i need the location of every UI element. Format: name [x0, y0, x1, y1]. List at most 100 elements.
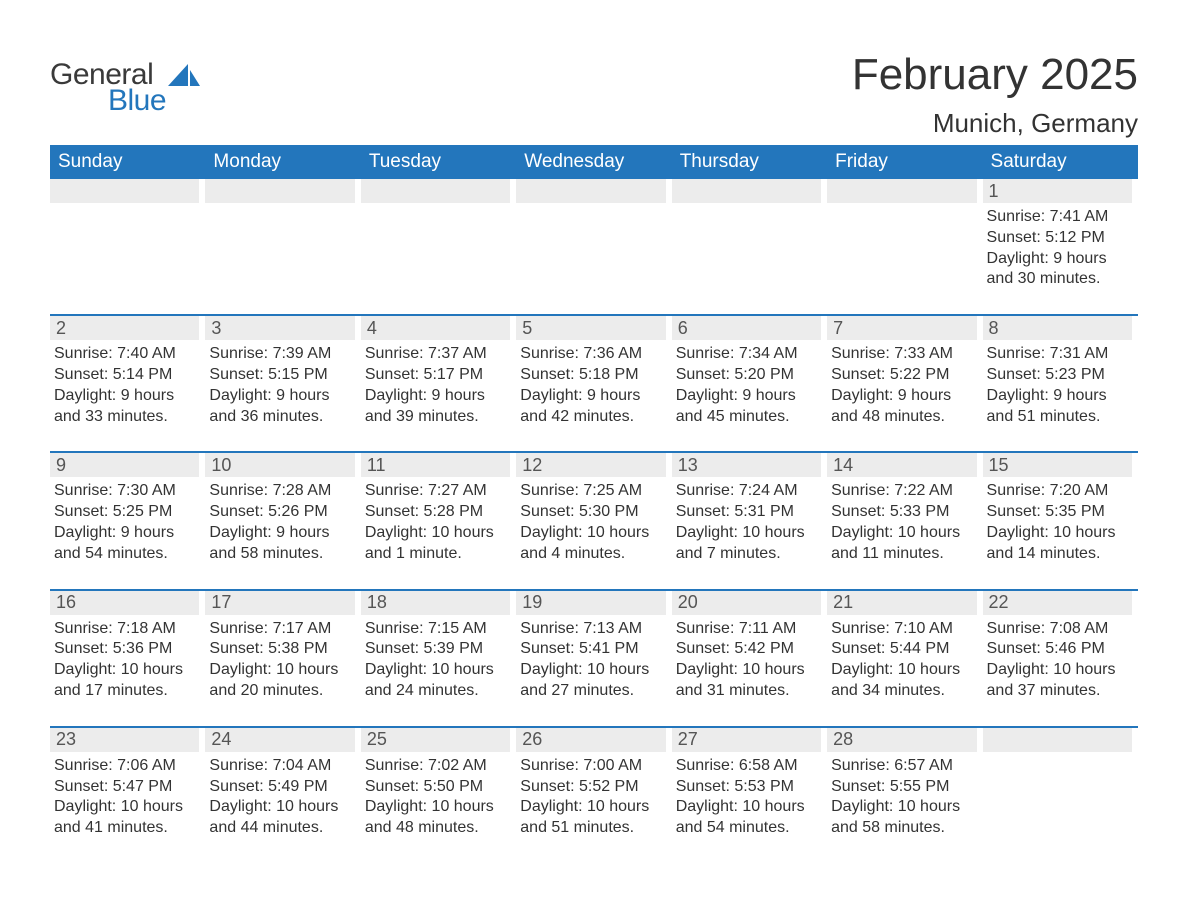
- day-body: Sunrise: 7:15 AMSunset: 5:39 PMDaylight:…: [361, 615, 510, 702]
- daylight-line: Daylight: 10 hours and 37 minutes.: [987, 660, 1128, 702]
- daylight-line: Daylight: 10 hours and 24 minutes.: [365, 660, 506, 702]
- sail-icon: [168, 64, 200, 95]
- day-body: Sunrise: 7:18 AMSunset: 5:36 PMDaylight:…: [50, 615, 199, 702]
- day-number: [672, 179, 821, 203]
- daylight-line: Daylight: 10 hours and 1 minute.: [365, 523, 506, 565]
- sunset-line: Sunset: 5:52 PM: [520, 777, 661, 798]
- sunrise-line: Sunrise: 7:06 AM: [54, 756, 195, 777]
- sunset-line: Sunset: 5:49 PM: [209, 777, 350, 798]
- day-body: Sunrise: 7:41 AMSunset: 5:12 PMDaylight:…: [983, 203, 1132, 290]
- location-label: Munich, Germany: [852, 108, 1138, 139]
- sunset-line: Sunset: 5:35 PM: [987, 502, 1128, 523]
- day-cell: 20Sunrise: 7:11 AMSunset: 5:42 PMDayligh…: [672, 591, 827, 702]
- month-title: February 2025: [852, 50, 1138, 100]
- day-body: Sunrise: 6:58 AMSunset: 5:53 PMDaylight:…: [672, 752, 821, 839]
- sunrise-line: Sunrise: 7:15 AM: [365, 619, 506, 640]
- day-body: Sunrise: 7:33 AMSunset: 5:22 PMDaylight:…: [827, 340, 976, 427]
- day-number: [516, 179, 665, 203]
- day-body: Sunrise: 7:11 AMSunset: 5:42 PMDaylight:…: [672, 615, 821, 702]
- day-cell: 11Sunrise: 7:27 AMSunset: 5:28 PMDayligh…: [361, 453, 516, 564]
- daylight-line: Daylight: 9 hours and 33 minutes.: [54, 386, 195, 428]
- day-body: Sunrise: 7:39 AMSunset: 5:15 PMDaylight:…: [205, 340, 354, 427]
- sunset-line: Sunset: 5:50 PM: [365, 777, 506, 798]
- daylight-line: Daylight: 10 hours and 34 minutes.: [831, 660, 972, 702]
- daylight-line: Daylight: 9 hours and 36 minutes.: [209, 386, 350, 428]
- day-cell: 28Sunrise: 6:57 AMSunset: 5:55 PMDayligh…: [827, 728, 982, 839]
- day-body: Sunrise: 7:06 AMSunset: 5:47 PMDaylight:…: [50, 752, 199, 839]
- day-number: 8: [983, 316, 1132, 340]
- day-number: 1: [983, 179, 1132, 203]
- day-number: 25: [361, 728, 510, 752]
- day-number: 17: [205, 591, 354, 615]
- sunset-line: Sunset: 5:28 PM: [365, 502, 506, 523]
- daylight-line: Daylight: 9 hours and 54 minutes.: [54, 523, 195, 565]
- day-number: 5: [516, 316, 665, 340]
- day-cell: 9Sunrise: 7:30 AMSunset: 5:25 PMDaylight…: [50, 453, 205, 564]
- day-cell: 15Sunrise: 7:20 AMSunset: 5:35 PMDayligh…: [983, 453, 1138, 564]
- sunset-line: Sunset: 5:33 PM: [831, 502, 972, 523]
- day-number: [361, 179, 510, 203]
- day-body: Sunrise: 7:34 AMSunset: 5:20 PMDaylight:…: [672, 340, 821, 427]
- day-cell: 19Sunrise: 7:13 AMSunset: 5:41 PMDayligh…: [516, 591, 671, 702]
- day-body: Sunrise: 7:40 AMSunset: 5:14 PMDaylight:…: [50, 340, 199, 427]
- day-body: Sunrise: 7:20 AMSunset: 5:35 PMDaylight:…: [983, 477, 1132, 564]
- day-body: Sunrise: 7:00 AMSunset: 5:52 PMDaylight:…: [516, 752, 665, 839]
- day-cell: 27Sunrise: 6:58 AMSunset: 5:53 PMDayligh…: [672, 728, 827, 839]
- sunset-line: Sunset: 5:23 PM: [987, 365, 1128, 386]
- sunrise-line: Sunrise: 7:20 AM: [987, 481, 1128, 502]
- daylight-line: Daylight: 10 hours and 54 minutes.: [676, 797, 817, 839]
- sunset-line: Sunset: 5:42 PM: [676, 639, 817, 660]
- week-row: 1Sunrise: 7:41 AMSunset: 5:12 PMDaylight…: [50, 179, 1138, 290]
- day-number: 27: [672, 728, 821, 752]
- calendar-grid: Sunday Monday Tuesday Wednesday Thursday…: [50, 145, 1138, 839]
- day-cell: 8Sunrise: 7:31 AMSunset: 5:23 PMDaylight…: [983, 316, 1138, 427]
- daylight-line: Daylight: 10 hours and 31 minutes.: [676, 660, 817, 702]
- daylight-line: Daylight: 10 hours and 58 minutes.: [831, 797, 972, 839]
- day-body: Sunrise: 7:24 AMSunset: 5:31 PMDaylight:…: [672, 477, 821, 564]
- day-cell: [516, 179, 671, 290]
- daylight-line: Daylight: 10 hours and 4 minutes.: [520, 523, 661, 565]
- day-number: 9: [50, 453, 199, 477]
- sunrise-line: Sunrise: 7:00 AM: [520, 756, 661, 777]
- sunrise-line: Sunrise: 7:40 AM: [54, 344, 195, 365]
- daylight-line: Daylight: 9 hours and 58 minutes.: [209, 523, 350, 565]
- sunrise-line: Sunrise: 7:11 AM: [676, 619, 817, 640]
- sunrise-line: Sunrise: 7:24 AM: [676, 481, 817, 502]
- day-cell: [361, 179, 516, 290]
- sunrise-line: Sunrise: 7:36 AM: [520, 344, 661, 365]
- sunrise-line: Sunrise: 7:37 AM: [365, 344, 506, 365]
- sunrise-line: Sunrise: 7:10 AM: [831, 619, 972, 640]
- day-cell: [205, 179, 360, 290]
- sunset-line: Sunset: 5:46 PM: [987, 639, 1128, 660]
- day-body: Sunrise: 7:36 AMSunset: 5:18 PMDaylight:…: [516, 340, 665, 427]
- day-number: 20: [672, 591, 821, 615]
- week-row: 9Sunrise: 7:30 AMSunset: 5:25 PMDaylight…: [50, 451, 1138, 564]
- day-number: 14: [827, 453, 976, 477]
- daylight-line: Daylight: 9 hours and 39 minutes.: [365, 386, 506, 428]
- sunset-line: Sunset: 5:53 PM: [676, 777, 817, 798]
- daylight-line: Daylight: 10 hours and 14 minutes.: [987, 523, 1128, 565]
- sunrise-line: Sunrise: 7:22 AM: [831, 481, 972, 502]
- title-block: February 2025 Munich, Germany: [852, 50, 1138, 139]
- day-body: Sunrise: 7:17 AMSunset: 5:38 PMDaylight:…: [205, 615, 354, 702]
- day-body: Sunrise: 6:57 AMSunset: 5:55 PMDaylight:…: [827, 752, 976, 839]
- sunrise-line: Sunrise: 7:41 AM: [987, 207, 1128, 228]
- day-body: Sunrise: 7:28 AMSunset: 5:26 PMDaylight:…: [205, 477, 354, 564]
- daylight-line: Daylight: 9 hours and 30 minutes.: [987, 249, 1128, 291]
- week-row: 16Sunrise: 7:18 AMSunset: 5:36 PMDayligh…: [50, 589, 1138, 702]
- day-cell: 24Sunrise: 7:04 AMSunset: 5:49 PMDayligh…: [205, 728, 360, 839]
- day-cell: 26Sunrise: 7:00 AMSunset: 5:52 PMDayligh…: [516, 728, 671, 839]
- weekday-header: Monday: [205, 145, 360, 179]
- sunrise-line: Sunrise: 7:33 AM: [831, 344, 972, 365]
- day-cell: 3Sunrise: 7:39 AMSunset: 5:15 PMDaylight…: [205, 316, 360, 427]
- day-number: 4: [361, 316, 510, 340]
- week-row: 23Sunrise: 7:06 AMSunset: 5:47 PMDayligh…: [50, 726, 1138, 839]
- sunrise-line: Sunrise: 7:28 AM: [209, 481, 350, 502]
- sunset-line: Sunset: 5:30 PM: [520, 502, 661, 523]
- daylight-line: Daylight: 9 hours and 48 minutes.: [831, 386, 972, 428]
- day-cell: 25Sunrise: 7:02 AMSunset: 5:50 PMDayligh…: [361, 728, 516, 839]
- day-number: 18: [361, 591, 510, 615]
- day-body: Sunrise: 7:27 AMSunset: 5:28 PMDaylight:…: [361, 477, 510, 564]
- day-cell: 5Sunrise: 7:36 AMSunset: 5:18 PMDaylight…: [516, 316, 671, 427]
- day-number: 7: [827, 316, 976, 340]
